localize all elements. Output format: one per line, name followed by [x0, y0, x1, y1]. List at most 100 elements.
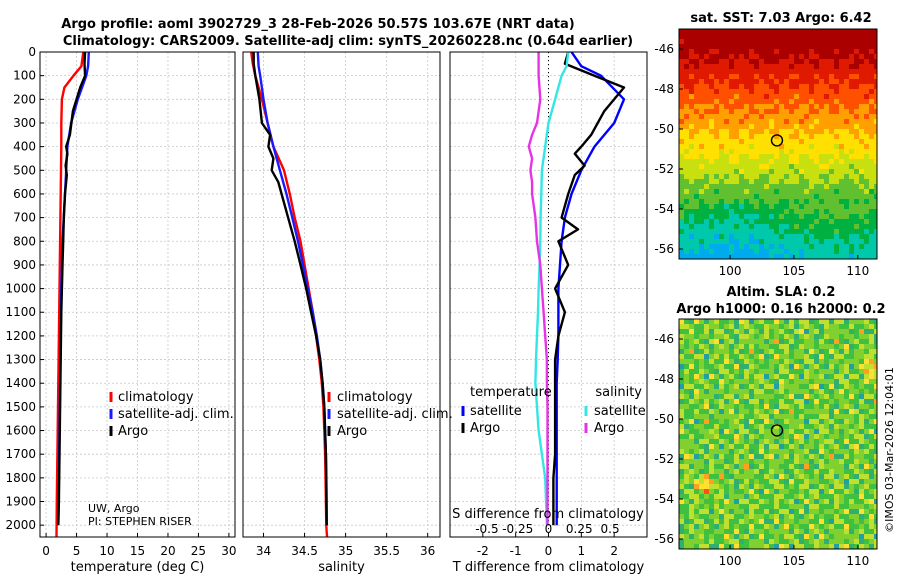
salinity-xtick-label: 36	[420, 544, 435, 558]
imos-watermark: ©IMOS 03-Mar-2026 12:04:01	[883, 367, 896, 533]
difference-xtick-label: -2	[477, 544, 489, 558]
sst_map-lon-tick-label: 105	[783, 264, 806, 278]
sst_map-lat-tick-label: -52	[654, 162, 674, 176]
salinity-frame	[242, 51, 441, 538]
legend-title-salinity: salinity	[595, 385, 642, 400]
pressure-tick-label: 1400	[5, 376, 36, 390]
pressure-tick-label: 1000	[5, 282, 36, 296]
pressure-tick-label: 1200	[5, 329, 36, 343]
difference-xtick-label: -1	[510, 544, 522, 558]
pressure-tick-label: 1100	[5, 305, 36, 319]
legend-label: satellite-adj. clim.	[118, 407, 234, 422]
sdiff-tick-label: 0	[545, 522, 553, 536]
sla_map-title-subtitle: Argo h1000: 0.16 h2000: 0.2	[676, 302, 885, 317]
pressure-tick-label: 200	[13, 92, 36, 106]
difference-series-temperature-argo	[552, 51, 626, 526]
temperature-xtick-label: 25	[191, 544, 206, 558]
argo-float-marker	[770, 134, 784, 147]
annotation-pi: PI: STEPHEN RISER	[88, 515, 192, 528]
legend-label: Argo	[337, 424, 367, 439]
temperature-series-climatology	[55, 51, 85, 538]
sst_map-lat-tick-label: -50	[654, 122, 674, 136]
legend-title-temperature: temperature	[470, 385, 552, 400]
sla_map-lon-tick-label: 105	[783, 554, 806, 568]
temperature-grid	[40, 51, 235, 537]
sla_map-cells	[679, 319, 878, 550]
difference-xlabel: T difference from climatology	[452, 560, 645, 575]
salinity-grid	[243, 51, 440, 537]
sst_map-lat-tick-label: -46	[654, 42, 674, 56]
difference-panel: -2 -1 0 1 2 T difference from climatology -0.5…	[449, 51, 648, 575]
difference-series-temperature-satellite	[555, 51, 626, 526]
pressure-tick-label: 1800	[5, 471, 36, 485]
pressure-tick-label: 1600	[5, 424, 36, 438]
pressure-tick-label: 0	[28, 45, 36, 59]
difference-xtick-label: 1	[578, 544, 586, 558]
legend-label: Argo	[594, 421, 624, 436]
salinity-legend: climatology satellite-adj. clim. Argo	[327, 390, 453, 439]
difference-legend: temperature salinity satellite Argo satellit…	[461, 385, 646, 436]
pressure-tick-label: 1300	[5, 353, 36, 367]
pressure-tick-label: 1900	[5, 495, 36, 509]
temperature-panel: 0 5 10 15 20 25 30 temperature (deg C) 0 100 200 30…	[5, 45, 236, 575]
salinity-xtick-label: 35	[338, 544, 353, 558]
salinity-xtick-label: 35.5	[373, 544, 400, 558]
temperature-series-argo	[57, 51, 87, 526]
sst_map-title-title: sat. SST: 7.03 Argo: 6.42	[690, 11, 871, 26]
sla_map-lat-tick-label: -46	[654, 332, 674, 346]
pressure-tick-label: 600	[13, 187, 36, 201]
sst_map-lon-tick-label: 110	[846, 264, 869, 278]
salinity-panel: 34 34.5 35 35.5 36 salinity climatology satelli…	[242, 51, 453, 575]
temperature-legend: climatology satellite-adj. clim. Argo	[109, 390, 234, 439]
sdiff-tick-label: 0.5	[601, 522, 620, 536]
pressure-tick-label: 900	[13, 258, 36, 272]
difference-xtick-label: 0	[545, 544, 553, 558]
figure-title-line2: Climatology: CARS2009. Satellite-adj cli…	[63, 34, 633, 49]
salinity-difference-axis: -0.5 -0.25 0 0.25 0.5	[475, 522, 619, 536]
legend-label: satellite-adj. clim.	[337, 407, 453, 422]
temperature-xtick-label: 15	[130, 544, 145, 558]
sla_map-lat-tick-label: -50	[654, 412, 674, 426]
sst_map-lat-tick-label: -48	[654, 82, 674, 96]
figure-title-line1: Argo profile: aoml 3902729_3 28-Feb-2026…	[61, 17, 574, 32]
pressure-tick-label: 1500	[5, 400, 36, 414]
temperature-xlabel: temperature (deg C)	[71, 560, 205, 575]
sla_map-lon-tick-label: 110	[846, 554, 869, 568]
sla_map-lat-tick-label: -54	[654, 492, 674, 506]
temperature-xtick-label: 0	[42, 544, 50, 558]
difference-series-salinity-argo	[527, 52, 549, 526]
pressure-tick-label: 500	[13, 163, 36, 177]
legend-label: Argo	[470, 421, 500, 436]
salinity-xtick-label: 34.5	[291, 544, 318, 558]
salinity-series-argo	[252, 52, 328, 526]
sla_map-title-title: Altim. SLA: 0.2	[727, 285, 836, 300]
temperature-xtick-label: 30	[221, 544, 236, 558]
temperature-xtick-label: 10	[99, 544, 114, 558]
sdiff-xlabel: S difference from climatology	[452, 507, 644, 522]
argo-float-marker	[770, 424, 784, 437]
pressure-tick-label: 1700	[5, 447, 36, 461]
salinity-xtick-label: 34	[256, 544, 271, 558]
pressure-tick-label: 2000	[5, 518, 36, 532]
sla-map-panel: 100 105 110 -46 -48 -50 -52 -54 -56 Altim. SLA: 0…	[654, 285, 885, 568]
legend-label: climatology	[337, 390, 413, 405]
sla_map-frame	[678, 318, 878, 550]
sla_map-lon-tick-label: 100	[719, 554, 742, 568]
sst_map-lon-tick-label: 100	[719, 264, 742, 278]
pressure-tick-label: 100	[13, 69, 36, 83]
legend-label: Argo	[118, 424, 148, 439]
legend-label: satellite	[470, 404, 522, 419]
sdiff-tick-label: -0.5	[475, 522, 498, 536]
sdiff-tick-label: -0.25	[502, 522, 533, 536]
salinity-xlabel: salinity	[318, 560, 365, 575]
sst_map-cells	[679, 29, 878, 260]
difference-xtick-label: 2	[610, 544, 618, 558]
legend-label: climatology	[118, 390, 194, 405]
sdiff-tick-label: 0.25	[566, 522, 593, 536]
sla_map-lat-tick-label: -48	[654, 372, 674, 386]
sst_map-frame	[678, 28, 878, 260]
annotation-institution: UW, Argo	[88, 502, 140, 515]
sst_map-lat-tick-label: -56	[654, 242, 674, 256]
pressure-tick-label: 800	[13, 234, 36, 248]
